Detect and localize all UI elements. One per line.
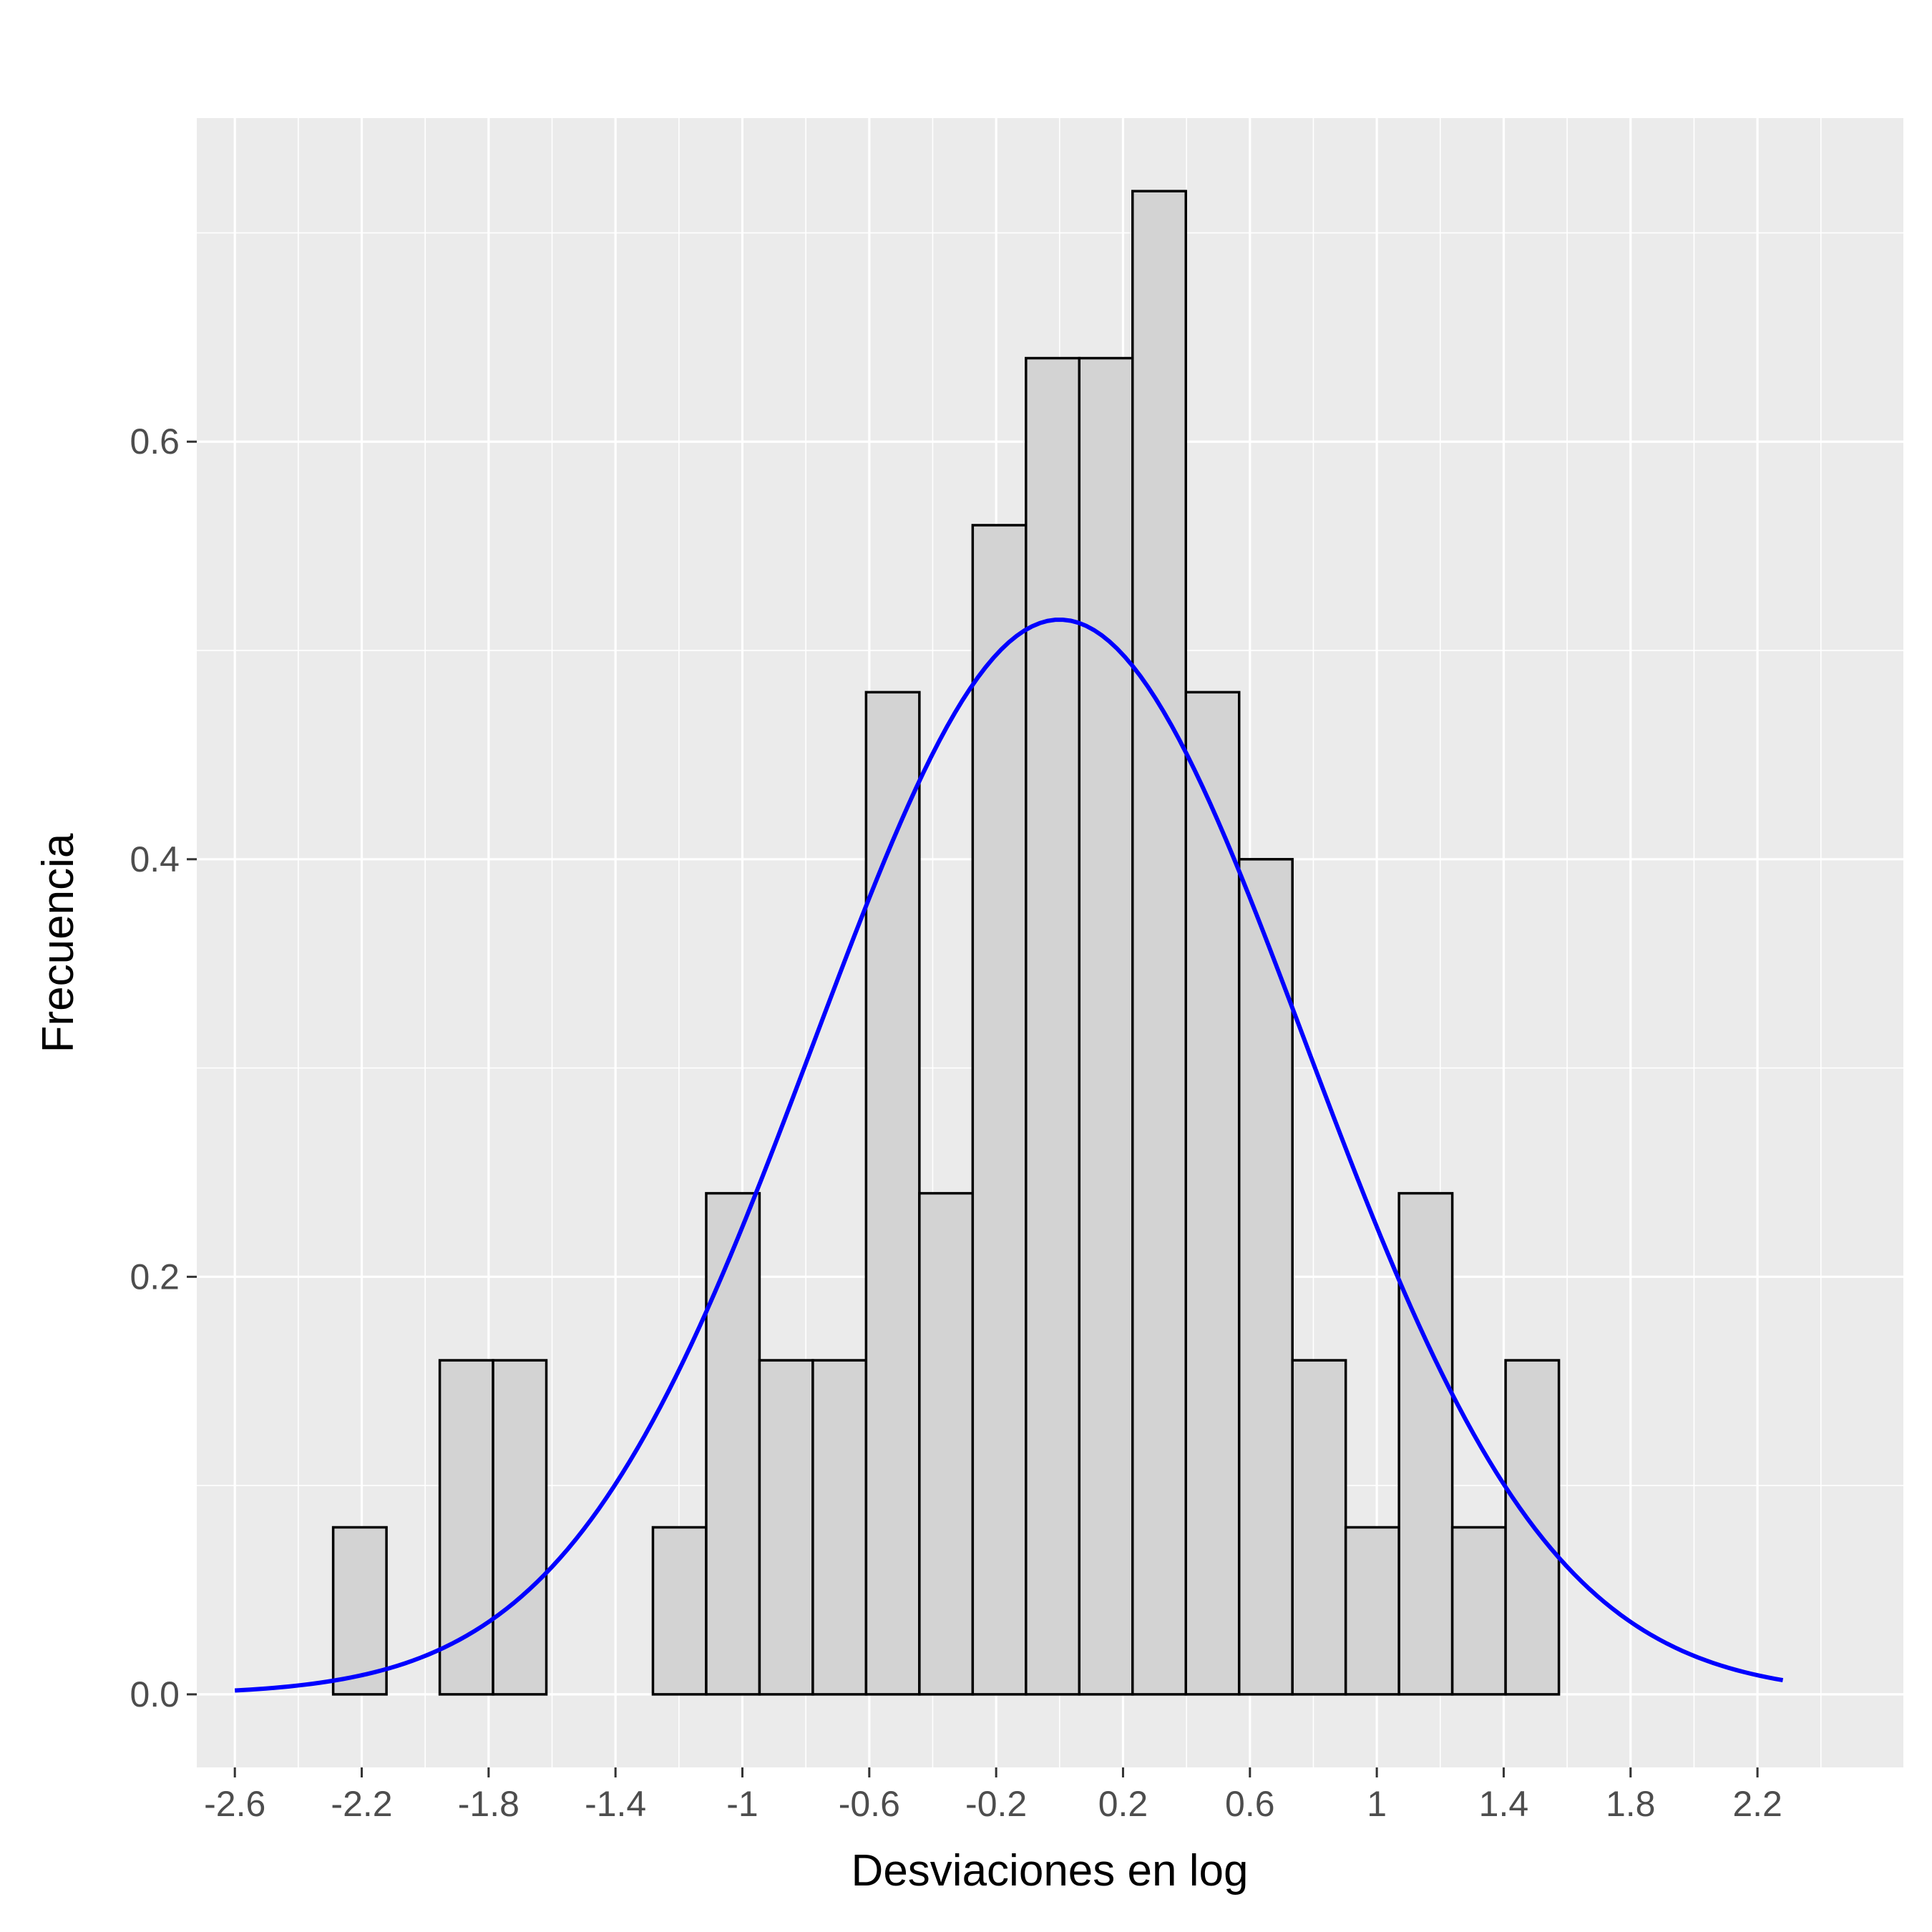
histogram-bar xyxy=(1450,1526,1507,1696)
y-axis-ticks: 0.0 0.2 0.4 0.6 xyxy=(130,421,197,1714)
y-tick-label: 0.0 xyxy=(130,1674,180,1714)
histogram-bar xyxy=(1025,356,1081,1696)
y-tick-label: 0.4 xyxy=(130,839,180,879)
y-axis-title: Frecuencia xyxy=(34,833,83,1053)
x-tick-label: -2.2 xyxy=(331,1784,392,1824)
histogram-bar xyxy=(331,1526,388,1696)
x-tick-label: 1 xyxy=(1367,1784,1387,1824)
histogram-bar xyxy=(758,1359,814,1696)
normal-density-curve xyxy=(235,618,1784,1693)
histogram-bar xyxy=(1291,1359,1347,1696)
x-tick-label: -2.6 xyxy=(204,1784,265,1824)
y-tick-label: 0.6 xyxy=(130,421,180,462)
x-axis-ticks: -2.6 -2.2 -1.8 -1.4 -1 -0.6 -0.2 0.2 0.6 1 1.4 1.8 2… xyxy=(204,1767,1782,1824)
histogram-bar xyxy=(1344,1526,1400,1696)
y-tick-label: 0.2 xyxy=(130,1257,180,1297)
histogram-bar xyxy=(811,1359,868,1696)
histogram-bar xyxy=(918,1191,975,1696)
histogram-bars xyxy=(331,190,1561,1696)
histogram-bar xyxy=(492,1359,548,1696)
histogram-bar xyxy=(1131,190,1187,1696)
x-tick-label: -1 xyxy=(726,1784,758,1824)
x-tick-label: -1.4 xyxy=(585,1784,646,1824)
histogram-bar xyxy=(1397,1191,1454,1696)
x-tick-label: 1.8 xyxy=(1606,1784,1656,1824)
histogram-bar xyxy=(864,691,921,1696)
x-tick-label: -1.8 xyxy=(458,1784,519,1824)
x-tick-label: 0.2 xyxy=(1098,1784,1148,1824)
x-tick-label: -0.2 xyxy=(965,1784,1027,1824)
x-tick-label: 2.2 xyxy=(1732,1784,1782,1824)
histogram-bar xyxy=(971,524,1028,1696)
histogram-bar xyxy=(1184,691,1241,1696)
x-axis-title: Desviaciones en log xyxy=(852,1846,1249,1896)
x-tick-label: -0.6 xyxy=(839,1784,900,1824)
histogram-bar xyxy=(1078,356,1134,1696)
histogram-bar xyxy=(1237,858,1294,1696)
histogram-bar xyxy=(705,1191,761,1696)
x-tick-label: 1.4 xyxy=(1479,1784,1529,1824)
x-tick-label: 0.6 xyxy=(1225,1784,1275,1824)
histogram-bar xyxy=(651,1526,708,1696)
